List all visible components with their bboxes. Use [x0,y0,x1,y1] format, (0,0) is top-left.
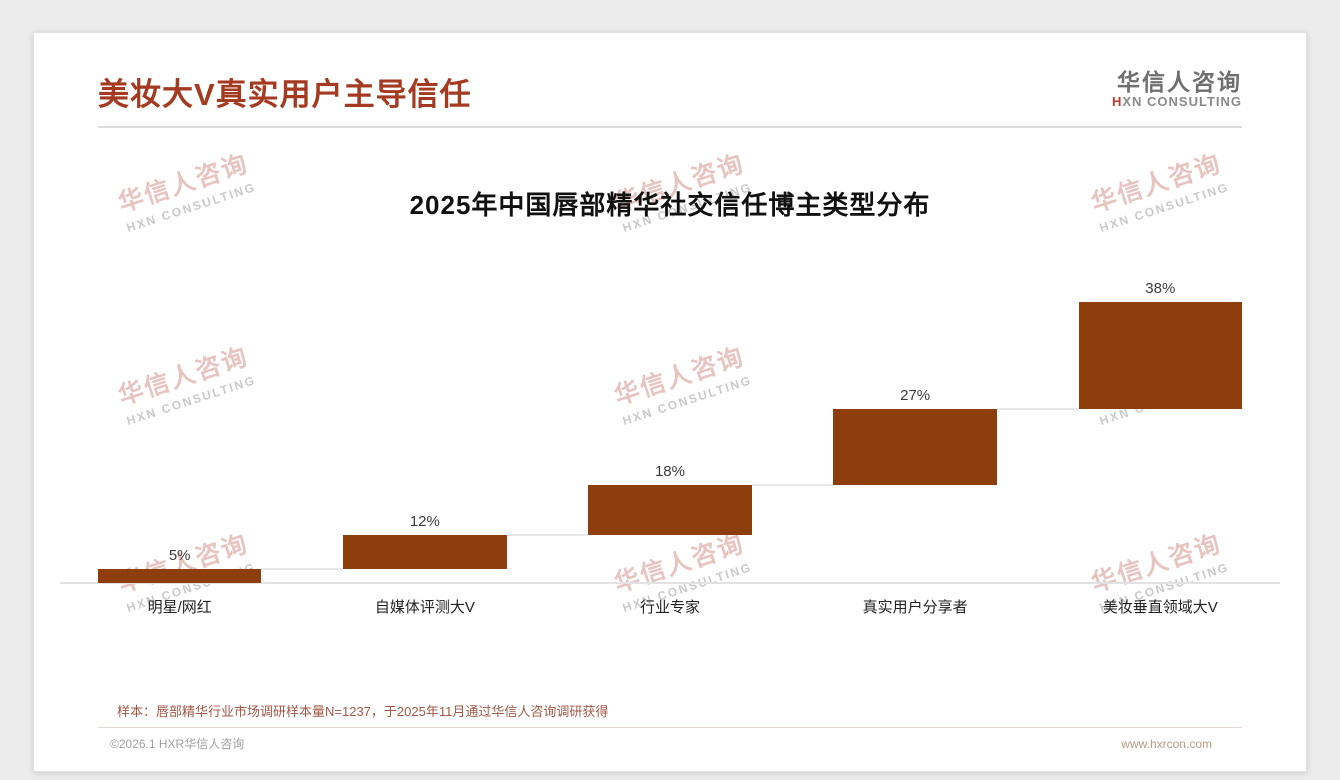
logo-mark: H [1111,94,1123,110]
value-label: 5% [168,546,191,564]
connector-line [996,407,1079,410]
bar-segment [98,568,262,583]
slide-content: 美妆大V真实用户主导信任 华信人咨询 HXN CONSULTING 2025年中… [34,33,1306,771]
value-label: 18% [654,462,685,480]
value-label: 38% [1145,280,1176,297]
bar-segment [833,408,997,485]
footer-divider [98,727,1242,728]
category-label: 自媒体评测大V [374,599,475,616]
brand-logo: 华信人咨询 HXN CONSULTING [1112,69,1242,110]
footnote: 样本：唇部精华行业市场调研样本量N=1237，于2025年11月通过华信人咨询调… [117,704,609,719]
slide-card: 华信人咨询 HXN CONSULTING 华信人咨询 HXN CONSULTING 华信… [33,32,1307,772]
chart-title: 2025年中国唇部精华社交信任博主类型分布 [409,190,931,220]
page-title: 美妆大V真实用户主导信任 [98,77,472,112]
copyright-text: ©2026.1 HXR华信人咨询 [110,737,245,751]
bar-segment [343,535,507,569]
bar-segment [588,484,752,536]
category-label: 美妆垂直领域大V [1102,599,1218,616]
connector-line [506,534,589,537]
footer: ©2026.1 HXR华信人咨询 www.hxrcon.com [98,735,1242,752]
value-label: 12% [409,513,440,531]
connector-line [751,483,834,486]
category-label: 真实用户分享者 [862,599,968,616]
category-label: 明星/网红 [147,599,212,616]
logo-en-rest: XN CONSULTING [1122,94,1242,110]
category-label: 行业专家 [639,599,700,616]
x-axis-line [60,582,1280,584]
website-link[interactable]: www.hxrcon.com [1121,736,1212,751]
logo-cn-text: 华信人咨询 [1117,69,1242,95]
bar-segment [1078,302,1242,409]
logo-en-text: HXN CONSULTING [1111,94,1242,110]
header: 美妆大V真实用户主导信任 华信人咨询 HXN CONSULTING [98,33,1242,128]
connector-line [261,567,344,570]
waterfall-chart: 5% 明星/网红 12% 自媒体评测大V 18% 行业专家 27% 真实用户分享者 38% 美妆垂… [60,280,1280,616]
value-label: 27% [900,386,931,404]
